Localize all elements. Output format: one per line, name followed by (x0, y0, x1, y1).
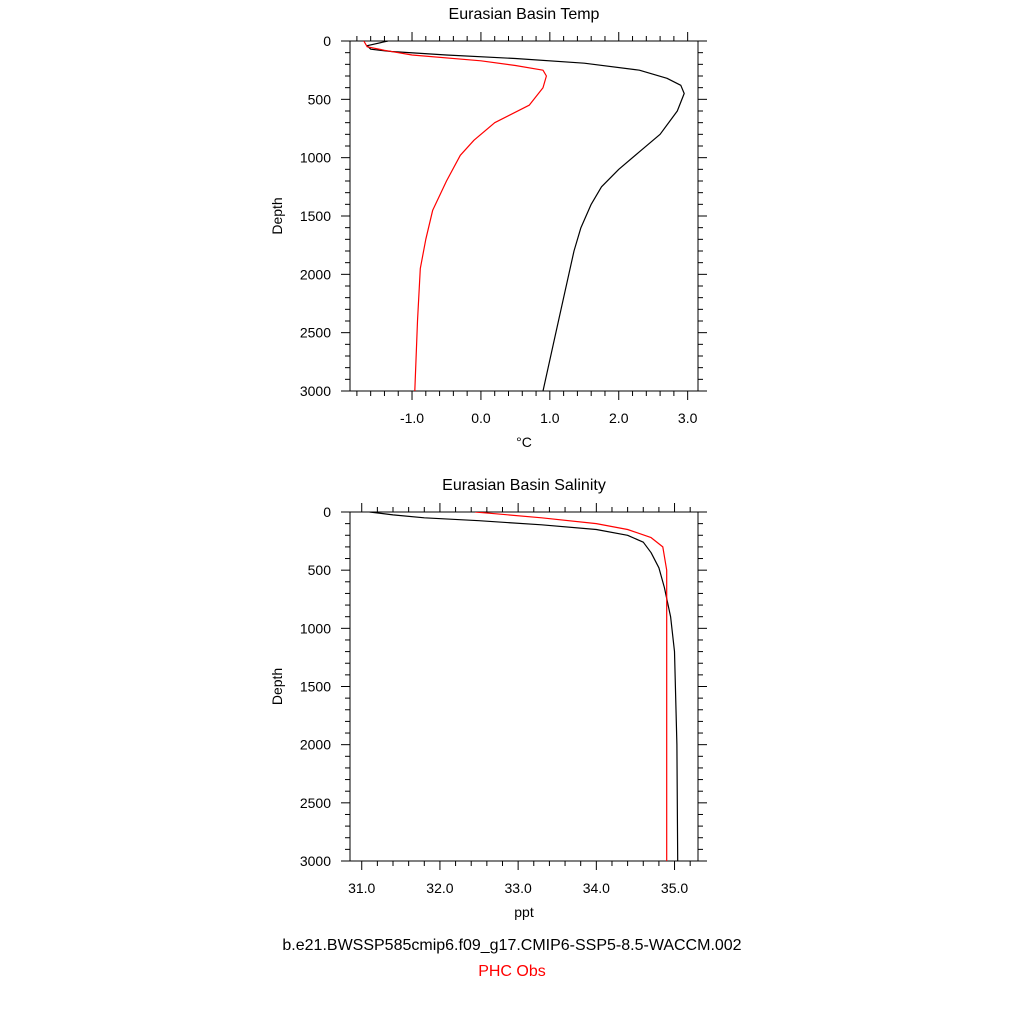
y-tick-label: 0 (323, 504, 331, 520)
y-tick-label: 3000 (300, 853, 331, 869)
x-tick-label: 2.0 (609, 410, 629, 426)
y-tick-label: 0 (323, 33, 331, 49)
x-tick-label: 3.0 (678, 410, 698, 426)
chart-title: Eurasian Basin Salinity (442, 477, 606, 494)
salinity-panel: Eurasian Basin Salinity 31.0 32.0 33.0 34.0 3… (269, 477, 707, 920)
x-axis-label: ppt (514, 904, 534, 920)
x-tick-label: 1.0 (540, 410, 560, 426)
y-tick-label: 1000 (300, 620, 331, 636)
x-tick-label: 31.0 (348, 880, 375, 896)
obs-series-line (363, 41, 548, 391)
obs-series-line (475, 512, 668, 861)
x-tick-label: 35.0 (661, 880, 688, 896)
y-axis-label: Depth (269, 668, 285, 705)
model-case-label: b.e21.BWSSP585cmip6.f09_g17.CMIP6-SSP5-8… (282, 937, 742, 954)
y-tick-label: 2500 (300, 795, 331, 811)
y-tick-label: 1500 (300, 208, 331, 224)
obs-legend-label: PHC Obs (478, 963, 546, 980)
y-tick-label: 1000 (300, 150, 331, 166)
chart-title: Eurasian Basin Temp (449, 6, 600, 23)
model-series-line (369, 512, 679, 861)
plot-frame (349, 40, 699, 392)
x-tick-label: 34.0 (583, 880, 610, 896)
y-tick-label: 2000 (300, 266, 331, 282)
x-axis-label: °C (516, 434, 532, 450)
model-series-line (366, 41, 685, 391)
plot-frame (349, 511, 699, 862)
x-tick-label: -1.0 (400, 410, 424, 426)
y-tick-label: 500 (308, 562, 332, 578)
y-axis-label: Depth (269, 197, 285, 234)
y-tick-label: 500 (308, 91, 332, 107)
y-tick-label: 3000 (300, 383, 331, 399)
temperature-panel: Eurasian Basin Temp -1.0 0.0 1.0 2.0 3.0 0 500 1… (269, 6, 707, 450)
y-tick-label: 1500 (300, 679, 331, 695)
x-tick-label: 32.0 (426, 880, 453, 896)
y-tick-label: 2500 (300, 325, 331, 341)
x-tick-label: 0.0 (471, 410, 491, 426)
x-tick-label: 33.0 (505, 880, 532, 896)
y-tick-label: 2000 (300, 737, 331, 753)
